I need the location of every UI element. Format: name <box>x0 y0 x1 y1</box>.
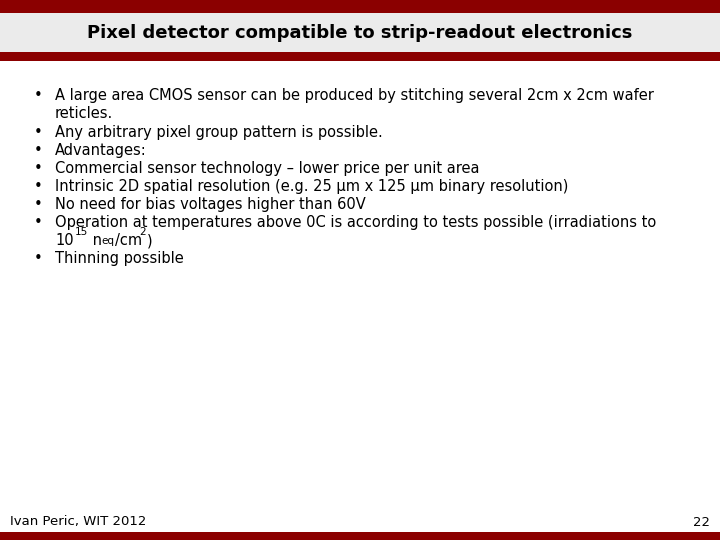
Text: Any arbitrary pixel group pattern is possible.: Any arbitrary pixel group pattern is pos… <box>55 125 383 140</box>
Text: 2: 2 <box>140 227 146 237</box>
Text: •: • <box>34 215 42 230</box>
Text: eq: eq <box>102 236 114 246</box>
Text: •: • <box>34 143 42 158</box>
Text: •: • <box>34 251 42 266</box>
Text: A large area CMOS sensor can be produced by stitching several 2cm x 2cm wafer: A large area CMOS sensor can be produced… <box>55 88 654 103</box>
Bar <box>0 0 720 13</box>
Text: Pixel detector compatible to strip-readout electronics: Pixel detector compatible to strip-reado… <box>87 24 633 42</box>
Text: ): ) <box>147 233 152 248</box>
Text: Operation at temperatures above 0C is according to tests possible (irradiations : Operation at temperatures above 0C is ac… <box>55 215 656 230</box>
Text: •: • <box>34 197 42 212</box>
Bar <box>0 532 720 540</box>
Text: •: • <box>34 179 42 194</box>
Bar <box>0 52 720 61</box>
Text: Thinning possible: Thinning possible <box>55 251 184 266</box>
Bar <box>0 13 720 495</box>
Text: Ivan Peric, WIT 2012: Ivan Peric, WIT 2012 <box>10 516 146 529</box>
Text: •: • <box>34 88 42 103</box>
Text: Intrinsic 2D spatial resolution (e.g. 25 μm x 125 μm binary resolution): Intrinsic 2D spatial resolution (e.g. 25… <box>55 179 568 194</box>
Text: n: n <box>88 233 102 248</box>
Text: reticles.: reticles. <box>55 106 113 121</box>
Text: Commercial sensor technology – lower price per unit area: Commercial sensor technology – lower pri… <box>55 161 480 176</box>
Bar <box>0 15 720 495</box>
Text: No need for bias voltages higher than 60V: No need for bias voltages higher than 60… <box>55 197 366 212</box>
Text: •: • <box>34 161 42 176</box>
Bar <box>0 13 720 53</box>
Text: •: • <box>34 125 42 140</box>
Text: /cm: /cm <box>114 233 142 248</box>
Text: Advantages:: Advantages: <box>55 143 147 158</box>
Text: 15: 15 <box>75 227 88 237</box>
Text: 22: 22 <box>693 516 710 529</box>
Text: 10: 10 <box>55 233 73 248</box>
